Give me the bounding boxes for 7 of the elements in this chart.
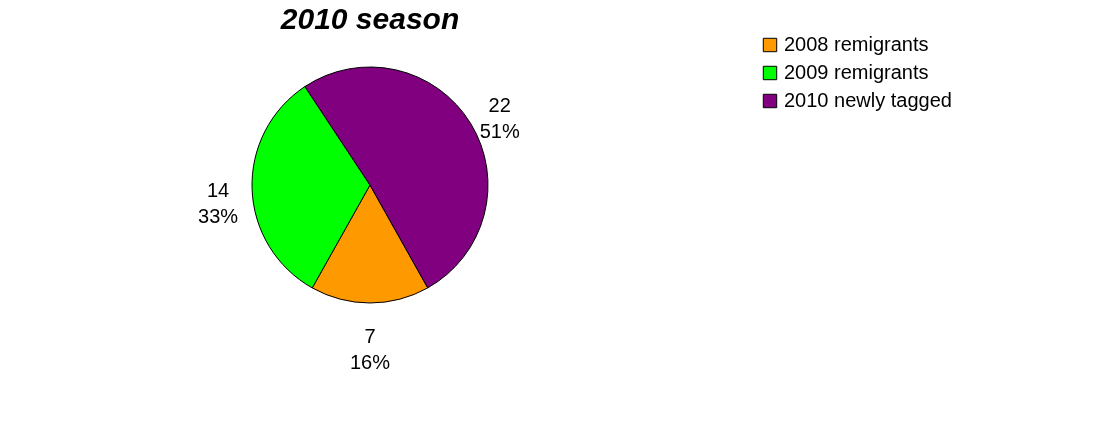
legend-label: 2009 remigrants bbox=[784, 61, 929, 83]
data-label: 22 51% bbox=[479, 93, 520, 142]
chart-title: 2010 season bbox=[279, 2, 460, 35]
data-label: 7 16% bbox=[349, 325, 391, 373]
legend-label: 2008 remigrants bbox=[784, 33, 929, 55]
legend-label: 2010 newly tagged bbox=[784, 89, 952, 111]
data-label: 14 33% bbox=[198, 178, 239, 227]
